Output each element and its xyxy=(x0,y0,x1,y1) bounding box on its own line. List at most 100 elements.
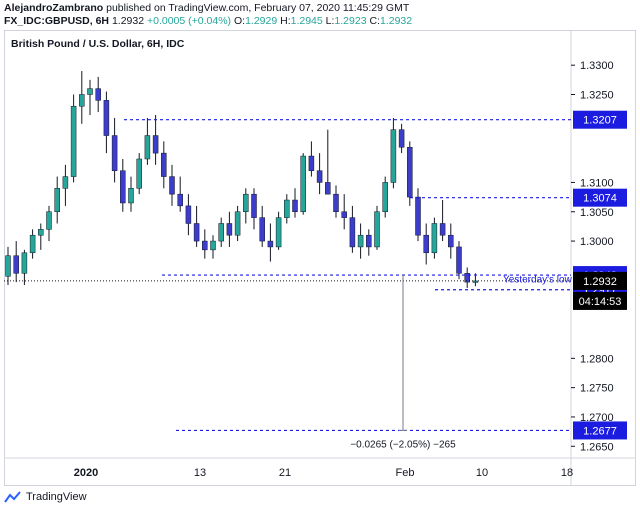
low-label: L: xyxy=(325,15,335,27)
publish-info: AlejandroZambrano published on TradingVi… xyxy=(4,2,409,14)
x-tick-label: 13 xyxy=(194,467,206,479)
candle-body xyxy=(185,205,192,224)
y-tick-label: 1.3300 xyxy=(580,60,614,72)
last-price: 1.2932 xyxy=(111,15,145,27)
last-price-label-bg xyxy=(573,271,627,290)
level-label-bg xyxy=(573,421,627,440)
footer: TradingView xyxy=(4,488,87,506)
candle-body xyxy=(136,158,142,189)
y-tick-label: 1.3250 xyxy=(580,89,614,101)
candle-body xyxy=(300,155,306,213)
x-tick-label: 21 xyxy=(279,467,291,479)
candle-body xyxy=(415,196,421,236)
low-value: 1.2923 xyxy=(334,15,367,27)
candle-body xyxy=(407,147,413,198)
last-price-label: 1.2932 xyxy=(583,276,617,288)
tradingview-logo-icon xyxy=(4,491,21,503)
close-value: 1.2932 xyxy=(379,15,413,27)
x-tick-label: 2020 xyxy=(74,467,98,479)
open-value: 1.2929 xyxy=(245,15,278,27)
candle-body xyxy=(193,223,200,242)
candle-body xyxy=(79,94,85,107)
level-label-bg xyxy=(573,188,627,207)
footer-brand: TradingView xyxy=(26,491,87,503)
candle-body xyxy=(177,193,183,207)
candle-body xyxy=(5,255,11,277)
y-tick-label: 1.3000 xyxy=(580,236,614,248)
chart-frame xyxy=(4,30,636,486)
symbol: FX_IDC:GBPUSD, 6H xyxy=(4,15,110,27)
price-change: +0.0005 (+0.04%) xyxy=(146,15,232,27)
y-tick-label: 1.3050 xyxy=(580,207,614,219)
y-tick-label: 1.2750 xyxy=(580,383,614,395)
candle-body xyxy=(398,129,405,148)
candle-body xyxy=(29,234,36,254)
publisher-name: AlejandroZambrano xyxy=(4,2,104,14)
level-label-bg xyxy=(573,110,627,129)
countdown-label: 04:14:53 xyxy=(579,296,622,308)
candle-body xyxy=(325,182,331,195)
candle-body xyxy=(38,229,44,236)
candle-body xyxy=(374,211,380,248)
high-value: 1.2945 xyxy=(290,15,323,27)
published-text: published on TradingView.com, February 0… xyxy=(106,2,410,14)
level-label: 1.3074 xyxy=(583,193,617,205)
y-tick-label: 1.2800 xyxy=(580,353,614,365)
candle-body xyxy=(161,152,167,177)
candle-body xyxy=(423,234,429,254)
chart-title: British Pound / U.S. Dollar, 6H, IDC xyxy=(11,38,185,50)
candle-body xyxy=(202,240,208,251)
candle-body xyxy=(341,211,347,218)
candle-body xyxy=(316,170,323,183)
level-label: 1.2677 xyxy=(583,425,617,437)
candle-body xyxy=(46,211,52,230)
candle-body xyxy=(349,217,356,248)
candle-body xyxy=(439,223,446,236)
candle-body xyxy=(259,217,265,242)
x-tick-label: 18 xyxy=(561,467,573,479)
symbol-legend: FX_IDC:GBPUSD, 6H 1.2932 +0.0005 (+0.04%… xyxy=(4,15,412,27)
y-tick-label: 1.2700 xyxy=(580,412,614,424)
x-tick-label: Feb xyxy=(396,467,415,479)
candle-body xyxy=(226,223,233,236)
candle-body xyxy=(275,217,282,248)
candle-body xyxy=(62,176,69,189)
measure-label: −0.0265 (−2.05%) −265 xyxy=(350,439,456,450)
candle-body xyxy=(243,193,249,213)
candle-body xyxy=(144,135,151,160)
countdown-bg xyxy=(573,291,627,310)
y-tick-label: 1.2650 xyxy=(580,441,614,453)
candle-body xyxy=(87,88,93,95)
candle-body xyxy=(464,273,470,283)
candle-body xyxy=(456,246,462,274)
x-tick-label: 10 xyxy=(476,467,488,479)
candle-body xyxy=(308,155,315,171)
candle-body xyxy=(390,129,397,183)
price-axis[interactable]: 1.3300 1.3250 1.3100 1.3050 1.3000 1.2800 1.27… xyxy=(571,60,614,453)
candle-body xyxy=(431,223,438,254)
candle-body xyxy=(128,188,134,204)
candle-body xyxy=(382,182,388,213)
candle-body xyxy=(152,135,159,154)
time-axis[interactable]: 2020 13 21 Feb 10 18 xyxy=(74,467,573,479)
candle-body xyxy=(111,135,118,171)
overlays-group: 1.32071.30741.29421.29171.26771.293204:1… xyxy=(4,110,627,450)
candle-body xyxy=(70,105,77,177)
open-label: O: xyxy=(233,15,246,27)
candle-body xyxy=(284,199,290,218)
close-label: C: xyxy=(369,15,380,27)
candle-body xyxy=(234,211,241,236)
candle-body xyxy=(120,170,126,204)
candle-body xyxy=(218,223,224,242)
candle-body xyxy=(366,234,372,248)
candles-group xyxy=(5,71,479,288)
candle-body xyxy=(13,255,19,274)
candle-body xyxy=(169,176,175,195)
level-label: 1.3207 xyxy=(583,115,617,127)
y-tick-label: 1.3100 xyxy=(580,177,614,189)
candle-body xyxy=(292,199,298,213)
candle-body xyxy=(21,252,28,274)
candle-body xyxy=(333,193,339,213)
candle-body xyxy=(448,234,454,248)
